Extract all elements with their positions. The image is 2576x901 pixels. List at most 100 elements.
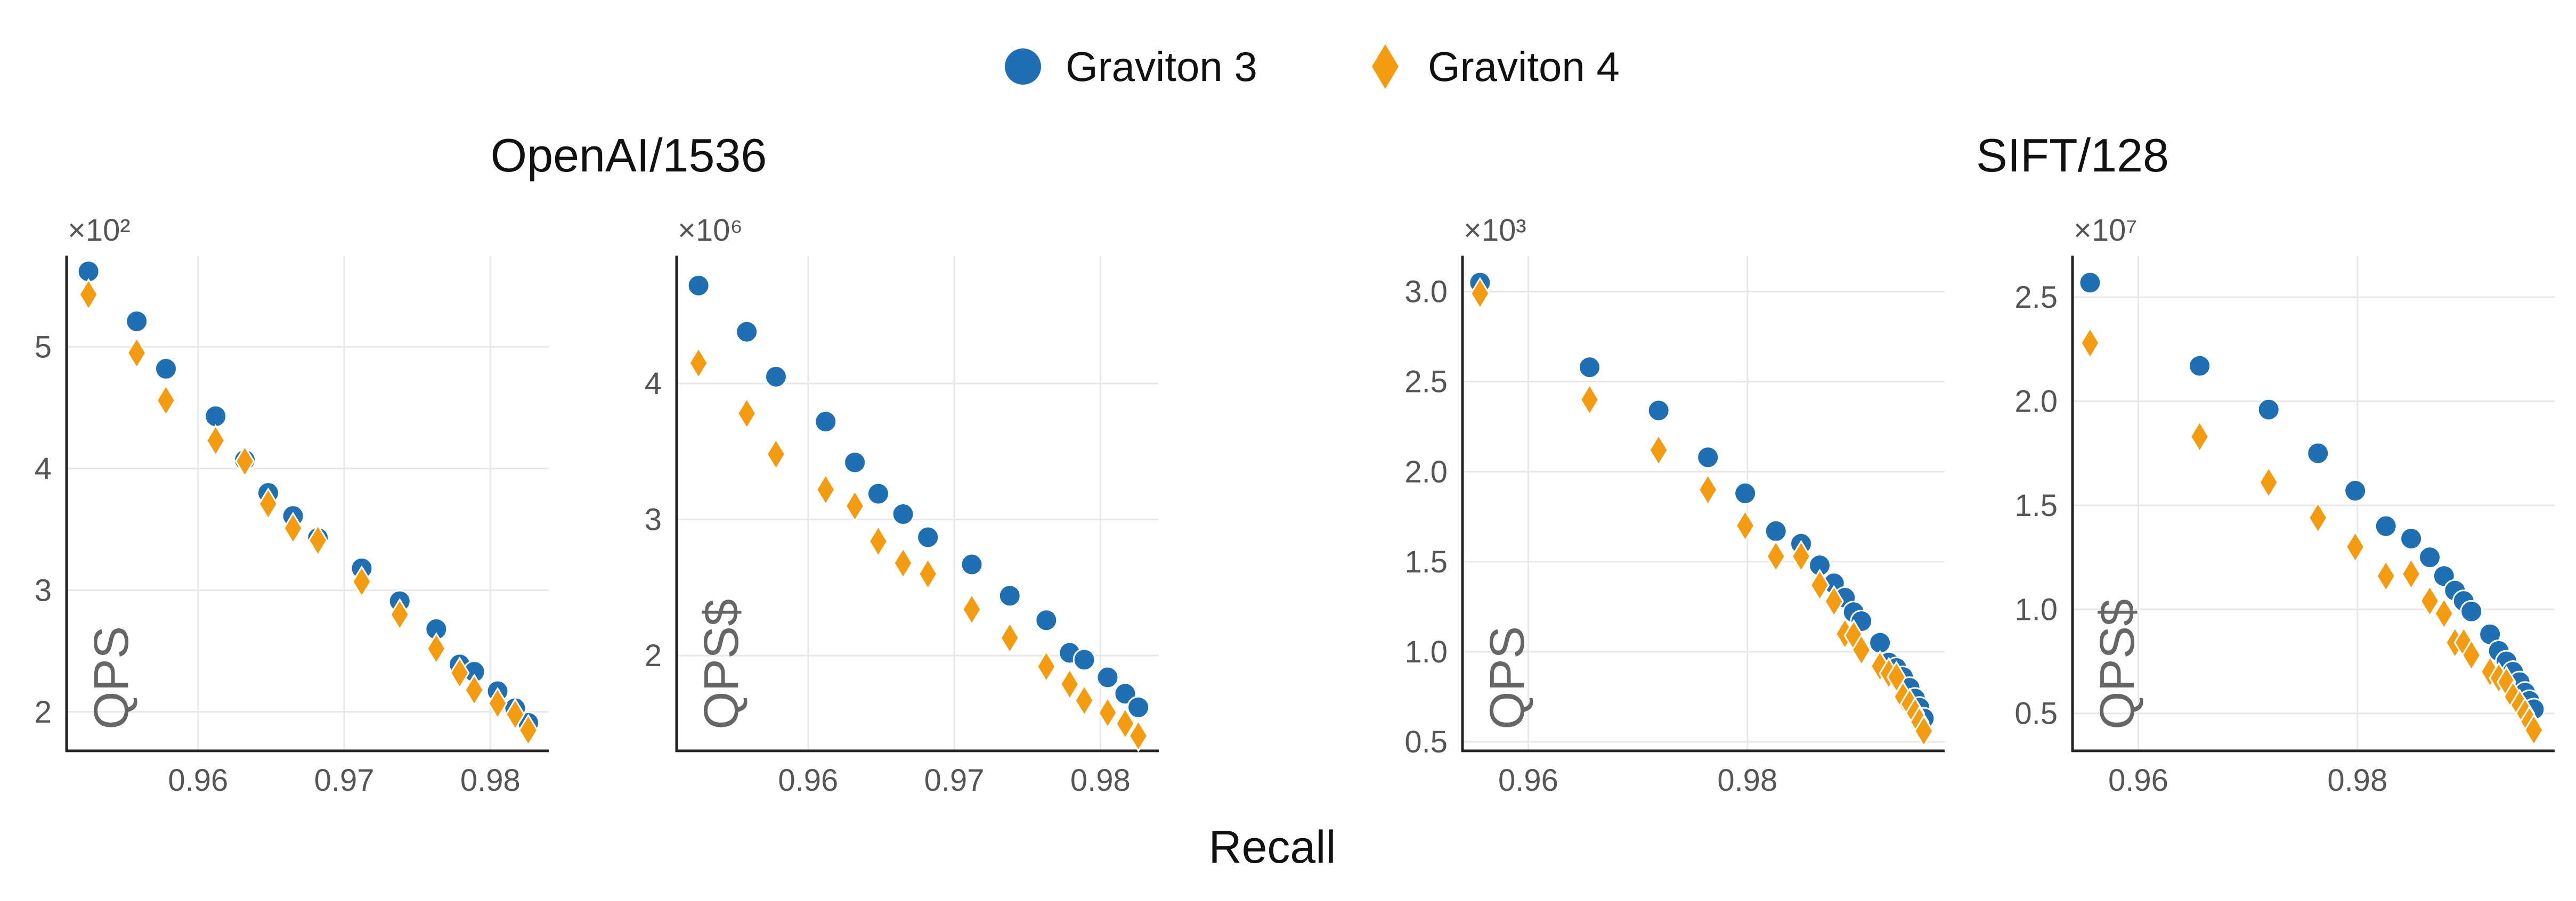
data-point-graviton-4	[1098, 696, 1118, 730]
data-point-graviton-4	[449, 656, 470, 690]
y-axis-label: QPS	[84, 626, 139, 730]
data-point-graviton-4	[2434, 597, 2455, 630]
y-tick-label: 5	[35, 330, 52, 364]
data-point-graviton-3	[2374, 514, 2398, 538]
data-point-graviton-4	[1648, 433, 1669, 467]
data-point-graviton-4	[893, 546, 913, 580]
panel-sift-qps: 0.96 0.98 0.5 1.0 1.5 2.0 2.5 3.0 ×10³ QPS	[1404, 213, 1945, 798]
data-point-graviton-4	[464, 673, 484, 707]
panel-sift-qps-dollar: 0.96 0.98 0.5 1.0 1.5 2.0 2.5 ×10⁷ QPS$	[2014, 213, 2555, 798]
data-point-graviton-4	[1036, 650, 1057, 683]
data-point-graviton-4	[505, 698, 525, 731]
data-point-graviton-4	[1766, 539, 1786, 573]
y-axis-multiplier: ×10⁷	[2074, 213, 2137, 248]
data-point-graviton-4	[126, 336, 147, 370]
y-axis-label: QPS	[1480, 626, 1534, 730]
data-point-graviton-4	[844, 489, 865, 523]
data-point-graviton-4	[1791, 539, 1811, 573]
data-point-graviton-3	[154, 357, 177, 381]
y-tick-label: 1.5	[1404, 545, 1448, 579]
data-point-graviton-3	[1764, 519, 1787, 543]
data-point-graviton-3	[1696, 446, 1720, 469]
y-tick-label: 0.5	[2014, 697, 2058, 731]
legend-marker-graviton-4	[1372, 44, 1399, 89]
data-point-graviton-3	[1127, 695, 1150, 719]
legend-label-graviton-3: Graviton 3	[1066, 43, 1257, 90]
data-point-graviton-3	[735, 320, 759, 343]
data-point-graviton-3	[891, 502, 915, 526]
y-axis-label: QPS$	[2090, 599, 2144, 730]
y-tick-label: 2	[35, 695, 52, 730]
data-point-graviton-3	[1578, 356, 1602, 379]
data-point-graviton-3	[204, 405, 227, 428]
data-point-graviton-4	[426, 632, 446, 665]
y-tick-label: 1.0	[1404, 635, 1448, 669]
data-point-graviton-4	[999, 621, 1020, 654]
data-point-graviton-4	[815, 473, 836, 506]
data-point-graviton-4	[78, 278, 99, 312]
data-point-graviton-3	[1035, 609, 1058, 632]
data-point-graviton-4	[2401, 557, 2421, 591]
data-point-graviton-3	[687, 274, 710, 297]
data-point-graviton-3	[2344, 479, 2367, 503]
y-tick-label: 0.5	[1404, 725, 1448, 759]
data-point-graviton-4	[205, 424, 226, 457]
data-point-graviton-4	[2376, 559, 2396, 593]
x-axis-label: Recall	[1209, 822, 1336, 873]
x-tick-label: 0.98	[1717, 763, 1777, 798]
data-point-graviton-4	[766, 438, 786, 471]
data-point-graviton-3	[998, 584, 1021, 608]
data-point-graviton-3	[1647, 399, 1670, 422]
legend-label-graviton-4: Graviton 4	[1428, 43, 1620, 90]
y-tick-label: 3	[35, 573, 52, 608]
y-tick-label: 2.5	[1404, 365, 1448, 399]
data-point-graviton-3	[2306, 441, 2330, 465]
data-point-graviton-4	[389, 598, 410, 631]
panel-openai-qps-dollar: 0.96 0.97 0.98 2 3 4 ×10⁶ QPS$	[645, 213, 1159, 798]
y-tick-label: 2.0	[1404, 455, 1448, 489]
data-point-graviton-4	[156, 384, 176, 417]
y-tick-label: 1.0	[2014, 592, 2058, 627]
group-title-openai: OpenAI/1536	[491, 129, 767, 182]
data-point-graviton-4	[1059, 667, 1080, 701]
data-point-graviton-3	[2078, 271, 2102, 294]
y-tick-label: 4	[35, 452, 52, 486]
data-point-graviton-4	[352, 565, 372, 599]
y-axis-multiplier: ×10³	[1464, 213, 1526, 248]
legend-marker-graviton-3	[1005, 48, 1041, 85]
y-tick-label: 3	[645, 503, 662, 537]
y-axis-multiplier: ×10⁶	[678, 213, 743, 248]
y-tick-label: 2.5	[2014, 280, 2058, 315]
data-point-graviton-4	[234, 445, 255, 478]
data-point-graviton-4	[1074, 684, 1094, 717]
data-point-graviton-4	[1851, 633, 1872, 667]
panel-openai-qps: 0.96 0.97 0.98 2 3 4 5 ×10² QPS	[35, 213, 549, 798]
data-point-graviton-3	[814, 410, 838, 433]
x-tick-label: 0.96	[168, 763, 228, 798]
data-point-graviton-4	[868, 525, 889, 558]
data-point-graviton-3	[2418, 546, 2442, 569]
data-point-graviton-4	[1470, 277, 1490, 310]
data-point-graviton-3	[843, 450, 867, 474]
data-point-graviton-3	[2257, 398, 2280, 421]
data-point-graviton-4	[1914, 714, 1934, 748]
data-point-graviton-4	[2345, 530, 2366, 563]
data-point-graviton-3	[2188, 354, 2212, 378]
y-axis-label: QPS$	[694, 599, 749, 730]
data-point-graviton-3	[1734, 481, 1757, 505]
legend: Graviton 3 Graviton 4	[1005, 43, 1620, 90]
x-tick-label: 0.97	[924, 763, 985, 798]
data-point-graviton-3	[916, 526, 940, 549]
x-tick-label: 0.96	[778, 763, 838, 798]
data-point-graviton-3	[960, 553, 984, 576]
data-point-graviton-4	[962, 593, 982, 626]
data-point-graviton-4	[688, 346, 709, 380]
data-point-graviton-4	[2258, 466, 2279, 499]
data-point-graviton-4	[2524, 714, 2544, 747]
data-point-graviton-4	[283, 511, 303, 545]
x-tick-label: 0.97	[314, 763, 375, 798]
data-point-graviton-4	[1735, 509, 1756, 543]
data-point-graviton-4	[2461, 638, 2482, 672]
data-point-graviton-4	[2307, 501, 2328, 535]
